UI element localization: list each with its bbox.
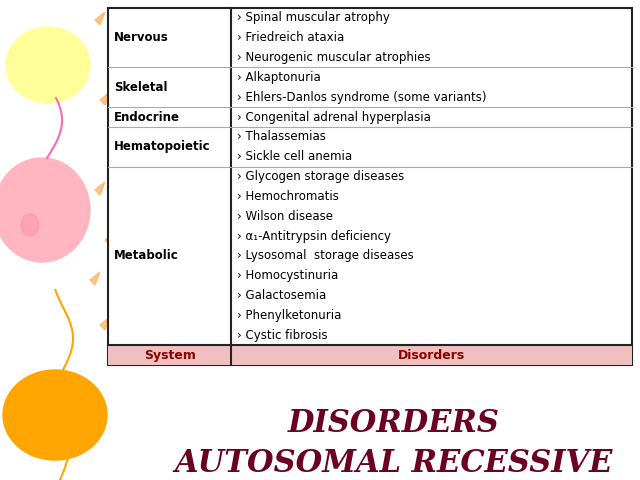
Polygon shape	[95, 182, 105, 195]
Text: System: System	[143, 348, 195, 361]
Text: Endocrine: Endocrine	[114, 110, 180, 123]
Polygon shape	[100, 317, 110, 330]
Text: › Cystic fibrosis: › Cystic fibrosis	[237, 329, 328, 342]
Polygon shape	[100, 92, 110, 105]
Text: › Thalassemias: › Thalassemias	[237, 131, 326, 144]
Text: › Galactosemia: › Galactosemia	[237, 289, 326, 302]
Text: › Sickle cell anemia: › Sickle cell anemia	[237, 150, 352, 163]
Polygon shape	[105, 232, 115, 245]
Text: › Lysosomal  storage diseases: › Lysosomal storage diseases	[237, 250, 414, 263]
Text: › Hemochromatis: › Hemochromatis	[237, 190, 339, 203]
Ellipse shape	[6, 27, 90, 103]
Text: › Homocystinuria: › Homocystinuria	[237, 269, 339, 282]
Polygon shape	[108, 132, 118, 145]
Text: › Ehlers-Danlos syndrome (some variants): › Ehlers-Danlos syndrome (some variants)	[237, 91, 486, 104]
Text: Nervous: Nervous	[114, 31, 169, 44]
Text: Disorders: Disorders	[398, 348, 465, 361]
Text: DISORDERS: DISORDERS	[288, 408, 500, 439]
Text: AUTOSOMAL RECESSIVE: AUTOSOMAL RECESSIVE	[175, 448, 613, 479]
Text: › α₁-Antitrypsin deficiency: › α₁-Antitrypsin deficiency	[237, 229, 391, 242]
Text: › Phenylketonuria: › Phenylketonuria	[237, 309, 342, 322]
Ellipse shape	[21, 214, 39, 236]
Ellipse shape	[3, 370, 107, 460]
Text: › Neurogenic muscular atrophies: › Neurogenic muscular atrophies	[237, 51, 431, 64]
Text: Metabolic: Metabolic	[114, 250, 179, 263]
Text: › Wilson disease: › Wilson disease	[237, 210, 333, 223]
FancyBboxPatch shape	[108, 345, 632, 365]
Text: › Alkaptonuria: › Alkaptonuria	[237, 71, 321, 84]
Text: Skeletal: Skeletal	[114, 81, 168, 94]
Text: › Congenital adrenal hyperplasia: › Congenital adrenal hyperplasia	[237, 110, 431, 123]
Polygon shape	[90, 272, 100, 285]
Text: › Friedreich ataxia: › Friedreich ataxia	[237, 31, 344, 44]
Polygon shape	[95, 12, 105, 25]
Ellipse shape	[0, 158, 90, 262]
Text: › Spinal muscular atrophy: › Spinal muscular atrophy	[237, 12, 390, 24]
Text: Hematopoietic: Hematopoietic	[114, 140, 211, 153]
FancyBboxPatch shape	[108, 8, 632, 365]
Text: › Glycogen storage diseases: › Glycogen storage diseases	[237, 170, 404, 183]
Polygon shape	[108, 42, 118, 55]
